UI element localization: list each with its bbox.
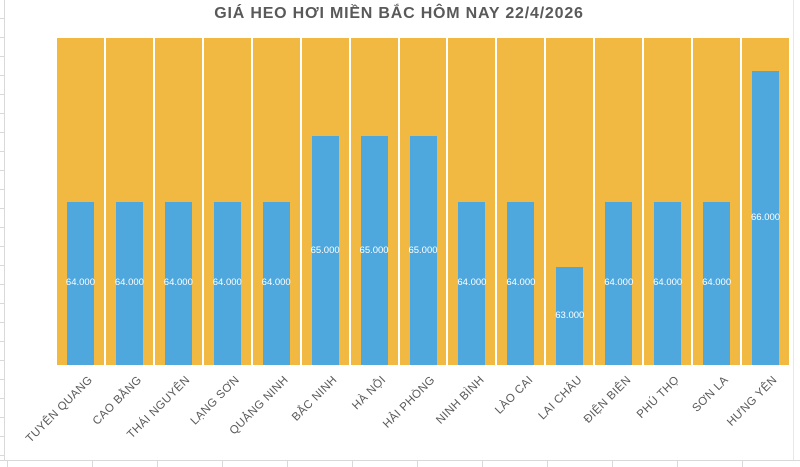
bar: [115, 201, 143, 365]
bar-value-label: 64.000: [457, 277, 487, 289]
x-axis-label: TUYÊN QUANG: [23, 374, 95, 446]
x-axis-label: LẠNG SƠN: [188, 374, 242, 428]
bar: [409, 136, 437, 365]
bar: [507, 201, 535, 365]
bar-value-label: 64.000: [163, 277, 193, 289]
bar: [66, 201, 94, 365]
bar: [703, 201, 731, 365]
bar: [605, 201, 633, 365]
bar-value-label: 64.000: [506, 277, 536, 289]
bar-value-label: 66.000: [751, 211, 781, 223]
x-axis-label: NINH BÌNH: [433, 374, 487, 427]
bar-value-label: 64.000: [702, 277, 732, 289]
x-axis-label: PHÚ THỌ: [635, 374, 683, 421]
spreadsheet-gridlines-left: [0, 0, 5, 460]
bar-value-label: 65.000: [359, 244, 389, 256]
x-axis-label: SƠN LA: [690, 374, 732, 415]
bar-value-label: 64.000: [653, 277, 683, 289]
bar: [360, 136, 388, 365]
bar-value-label: 65.000: [408, 244, 438, 256]
spreadsheet-gridlines-bottom: [0, 460, 800, 467]
bar: [458, 201, 486, 365]
bar-value-label: 64.000: [65, 277, 95, 289]
chart-title: GIÁ HEO HƠI MIỀN BẮC HÔM NAY 22/4/2026: [214, 5, 584, 22]
x-axis-label: LÀO CAI: [492, 374, 536, 417]
bar: [213, 201, 241, 365]
bar-value-label: 64.000: [604, 277, 634, 289]
x-axis-label: LAI CHÂU: [536, 374, 585, 423]
bar-value-label: 65.000: [310, 244, 340, 256]
bar: [752, 70, 780, 365]
x-axis-label: HÀ NỘI: [350, 374, 389, 413]
bar: [654, 201, 682, 365]
x-axis-label: BẮC NINH: [290, 374, 340, 424]
bar-value-label: 63.000: [555, 309, 585, 321]
bar: [556, 266, 584, 365]
bar: [311, 136, 339, 365]
bar-value-label: 64.000: [212, 277, 242, 289]
bar: [164, 201, 192, 365]
x-axis-label: ĐIỆN BIÊN: [581, 374, 634, 426]
bar-value-label: 64.000: [114, 277, 144, 289]
bar-value-label: 64.000: [261, 277, 291, 289]
x-axis-label: HƯNG YÊN: [725, 374, 781, 429]
spreadsheet-gridline-right: [793, 0, 794, 460]
bar: [262, 201, 290, 365]
